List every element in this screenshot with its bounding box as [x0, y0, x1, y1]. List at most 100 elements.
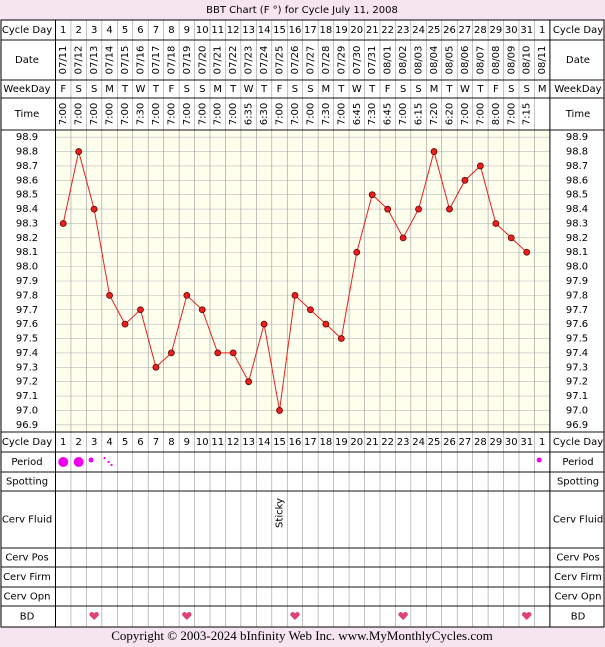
row-label: Cerv Fluid — [2, 515, 52, 526]
cycle-day: 12 — [227, 25, 240, 36]
date: 07/21 — [213, 46, 224, 75]
weekday: M — [105, 84, 114, 95]
cycle-day: 17 — [304, 437, 317, 448]
cycle-day: 1 — [539, 25, 545, 36]
y-tick-label: 98.9 — [16, 132, 38, 143]
cycle-day: 9 — [184, 437, 190, 448]
temp-point — [90, 205, 98, 213]
cycle-day: 29 — [489, 437, 502, 448]
cycle-day: 3 — [91, 25, 97, 36]
date: 07/13 — [89, 46, 100, 75]
period-dot — [110, 463, 113, 467]
time: 6:35 — [244, 103, 255, 125]
cycle-day: 22 — [381, 25, 394, 36]
time: 7:30 — [321, 103, 332, 125]
cycle-day: 16 — [289, 25, 302, 36]
weekday: F — [385, 84, 391, 95]
y-tick-label: 98.0 — [16, 262, 38, 273]
date: 07/19 — [182, 46, 193, 75]
date: 07/18 — [166, 46, 177, 75]
y-tick-label: 98.5 — [566, 190, 588, 201]
cycle-day: 6 — [137, 437, 143, 448]
y-tick-label: 97.8 — [16, 290, 38, 301]
cycle-day: 25 — [428, 25, 441, 36]
time: 7:00 — [475, 103, 486, 125]
time: 7:00 — [460, 103, 471, 125]
cycle-day: 1 — [60, 25, 66, 36]
row-label: Cerv Pos — [556, 553, 599, 564]
row-label: Cerv Pos — [5, 553, 48, 564]
y-tick-label: 98.2 — [566, 233, 588, 244]
date: 07/30 — [352, 46, 363, 75]
date: 07/23 — [244, 46, 255, 75]
cycle-day: 20 — [350, 25, 363, 36]
y-tick-label: 97.4 — [16, 348, 38, 359]
date: 08/08 — [491, 46, 502, 75]
date: 07/27 — [305, 46, 316, 75]
row-label: Cerv Opn — [4, 592, 51, 603]
time: 7:30 — [367, 103, 378, 125]
time: 8:00 — [491, 103, 502, 125]
cycle-day: 9 — [184, 25, 190, 36]
time: 7:30 — [135, 103, 146, 125]
cycle-day: 11 — [211, 437, 224, 448]
date: 07/12 — [74, 46, 85, 75]
weekday: S — [75, 84, 81, 95]
cycle-day: 31 — [520, 437, 533, 448]
cycle-day: 6 — [137, 25, 143, 36]
temp-point — [523, 248, 531, 256]
cycle-day: 19 — [335, 25, 348, 36]
cycle-day: 23 — [397, 437, 410, 448]
cycle-day: 27 — [459, 25, 472, 36]
y-tick-label: 97.1 — [566, 391, 588, 402]
time: 7:00 — [151, 103, 162, 125]
cycle-day: 16 — [289, 437, 302, 448]
time: 6:45 — [352, 103, 363, 125]
time: 7:00 — [120, 103, 131, 125]
period-dot — [107, 460, 110, 464]
period-dot — [536, 457, 542, 463]
weekday: W — [136, 84, 146, 95]
cerv-fluid: Sticky — [275, 498, 286, 528]
cycle-day: 18 — [320, 25, 333, 36]
weekday: S — [184, 84, 190, 95]
y-tick-label: 98.3 — [16, 218, 38, 229]
date: 08/01 — [383, 46, 394, 75]
weekday: F — [493, 84, 499, 95]
temp-point — [183, 291, 191, 299]
y-tick-label: 97.9 — [566, 276, 588, 287]
weekday: T — [476, 84, 484, 95]
y-tick-label: 97.1 — [16, 391, 38, 402]
date: 07/16 — [135, 46, 146, 75]
row-label: Cerv Firm — [3, 572, 51, 583]
y-tick-label: 97.8 — [566, 290, 588, 301]
cycle-day: 19 — [335, 437, 348, 448]
date: 07/28 — [321, 46, 332, 75]
cycle-day: 31 — [520, 25, 533, 36]
row-label: Cycle Day — [553, 437, 603, 448]
cycle-day: 7 — [153, 437, 159, 448]
y-tick-label: 98.0 — [566, 262, 588, 273]
row-label: Date — [566, 55, 590, 66]
weekday: S — [91, 84, 97, 95]
cycle-day: 14 — [258, 437, 271, 448]
cycle-day: 25 — [428, 437, 441, 448]
y-tick-label: 98.2 — [16, 233, 38, 244]
y-tick-label: 96.9 — [566, 420, 588, 431]
y-tick-label: 97.4 — [566, 348, 588, 359]
temp-point — [260, 320, 268, 328]
weekday: S — [199, 84, 205, 95]
date: 07/22 — [228, 46, 239, 75]
time: 6:15 — [414, 103, 425, 125]
temp-point — [291, 291, 299, 299]
row-label: Spotting — [557, 477, 599, 488]
weekday: F — [60, 84, 66, 95]
y-tick-label: 97.2 — [566, 377, 588, 388]
temp-point — [476, 162, 484, 170]
cycle-day: 5 — [122, 437, 128, 448]
cycle-day: 1 — [539, 437, 545, 448]
period-dot — [103, 456, 106, 460]
time: 7:00 — [89, 103, 100, 125]
row-label: Period — [11, 457, 42, 468]
cycle-day: 27 — [459, 437, 472, 448]
